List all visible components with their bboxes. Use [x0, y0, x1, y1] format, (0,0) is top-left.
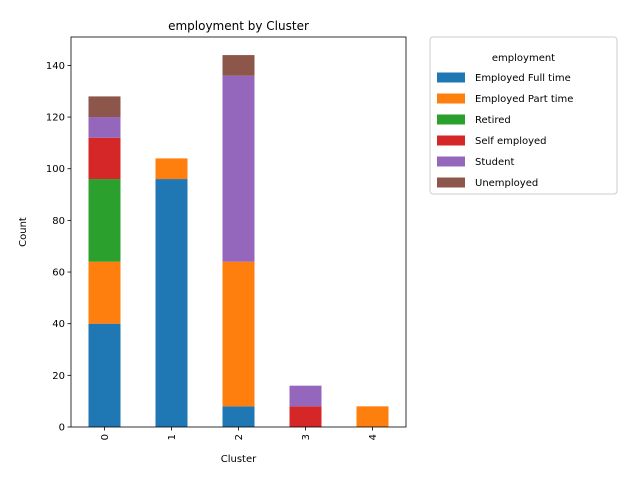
y-tick-label: 40: [52, 319, 65, 330]
legend-entry: Self employed: [475, 136, 547, 147]
bar-cluster-2-series-1: [222, 261, 255, 407]
bar-cluster-2-series-5: [222, 55, 255, 76]
bar-cluster-0-series-5: [88, 96, 121, 118]
legend: employment Employed Full time Employed Par…: [429, 36, 618, 195]
bar-cluster-1-series-1: [155, 158, 188, 180]
x-tick-label: 2: [234, 434, 245, 440]
y-tick-label: 0: [59, 423, 65, 434]
y-tick-label: 80: [52, 216, 65, 227]
chart-title: employment by Cluster: [168, 19, 309, 33]
legend-entry: Retired: [475, 115, 511, 126]
legend-entry: Employed Full time: [475, 73, 571, 84]
legend-swatch: [437, 177, 465, 188]
y-tick-label: 100: [46, 164, 65, 175]
y-tick-label: 20: [52, 371, 65, 382]
legend-entry: Employed Part time: [475, 94, 573, 105]
y-tick-label: 60: [52, 268, 65, 279]
y-tick-label: 120: [46, 113, 65, 124]
bar-cluster-3-series-3: [289, 406, 322, 427]
legend-swatch: [437, 93, 465, 104]
bar-cluster-2-series-4: [222, 75, 255, 262]
legend-swatch: [437, 114, 465, 125]
axes-layer: 0 20 40 60 80 100 120 140 0 1 2 3 4: [46, 36, 407, 440]
bar-cluster-4-series-1: [356, 406, 389, 427]
legend-title: employment: [492, 53, 555, 64]
bar-cluster-0-series-4: [88, 117, 121, 138]
bar-cluster-0-series-1: [88, 261, 121, 324]
x-tick-label: 3: [301, 434, 312, 440]
legend-entry: Unemployed: [475, 178, 538, 189]
bars-layer: [88, 55, 389, 427]
bar-cluster-0-series-3: [88, 137, 121, 180]
y-axis-label: Count: [18, 217, 29, 247]
bar-cluster-2-series-0: [222, 406, 255, 427]
x-tick-label: 1: [167, 434, 178, 440]
x-axis-label: Cluster: [221, 454, 257, 465]
legend-entry: Student: [475, 157, 514, 168]
bar-cluster-3-series-4: [289, 385, 322, 407]
y-tick-label: 140: [46, 61, 65, 72]
bar-cluster-0-series-0: [88, 323, 121, 427]
x-tick-label: 0: [100, 434, 111, 440]
legend-swatch: [437, 72, 465, 83]
bar-cluster-1-series-0: [155, 179, 188, 427]
x-tick-label: 4: [368, 434, 379, 440]
legend-swatch: [437, 156, 465, 167]
legend-swatch: [437, 135, 465, 146]
legend-box: [429, 36, 618, 195]
bar-cluster-0-series-2: [88, 179, 121, 262]
